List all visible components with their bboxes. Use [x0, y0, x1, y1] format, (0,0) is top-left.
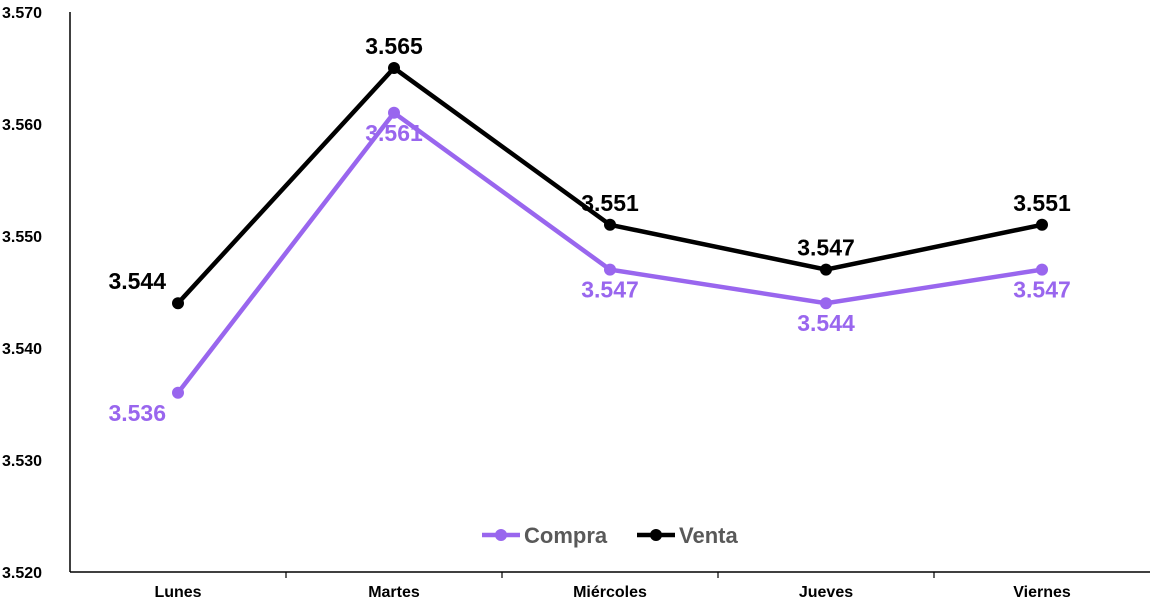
data-label-venta: 3.547 — [797, 235, 855, 261]
x-ticks — [285, 572, 935, 578]
y-tick-labels: 3.520 3.530 3.540 3.550 3.560 3.570 — [2, 5, 42, 582]
data-label-venta: 3.551 — [581, 190, 639, 216]
data-label-venta: 3.544 — [108, 268, 166, 294]
x-tick-label: Miércoles — [573, 584, 647, 601]
y-tick-label: 3.540 — [2, 341, 42, 358]
legend-item-compra: Compra — [482, 523, 608, 548]
y-tick-label: 3.560 — [2, 117, 42, 134]
data-point-compra — [172, 386, 184, 399]
x-tick-labels: Lunes Martes Miércoles Jueves Viernes — [154, 584, 1070, 601]
data-point-compra — [1036, 263, 1048, 276]
data-point-venta — [604, 218, 616, 231]
legend: Compra Venta — [482, 523, 738, 548]
legend-label: Compra — [524, 523, 608, 548]
y-tick-label: 3.570 — [2, 5, 42, 22]
data-label-compra: 3.544 — [797, 310, 855, 336]
legend-label: Venta — [679, 523, 738, 548]
series-points — [172, 62, 1048, 399]
legend-marker — [495, 529, 507, 541]
x-tick-label: Jueves — [799, 584, 853, 601]
data-label-venta: 3.565 — [365, 33, 423, 59]
data-point-venta — [1036, 218, 1048, 231]
data-point-venta — [388, 62, 400, 74]
data-label-compra: 3.536 — [108, 400, 166, 426]
data-point-venta — [172, 297, 184, 310]
data-point-compra — [388, 106, 400, 119]
x-tick-label: Lunes — [154, 584, 201, 601]
y-tick-label: 3.550 — [2, 229, 42, 246]
data-label-compra: 3.561 — [365, 120, 423, 146]
data-label-compra: 3.547 — [581, 277, 639, 303]
legend-marker — [650, 529, 662, 541]
data-label-venta: 3.551 — [1013, 190, 1071, 216]
data-point-compra — [604, 263, 616, 276]
data-label-compra: 3.547 — [1013, 277, 1071, 303]
y-tick-label: 3.520 — [2, 565, 42, 582]
x-tick-label: Viernes — [1013, 584, 1071, 601]
x-tick-label: Martes — [368, 584, 420, 601]
data-labels: 3.536 3.561 3.547 3.544 3.547 3.544 3.565 3.551… — [108, 33, 1071, 426]
data-point-compra — [820, 297, 832, 310]
y-tick-label: 3.530 — [2, 453, 42, 470]
axes — [69, 12, 1150, 573]
data-point-venta — [820, 263, 832, 276]
legend-item-venta: Venta — [637, 523, 738, 548]
